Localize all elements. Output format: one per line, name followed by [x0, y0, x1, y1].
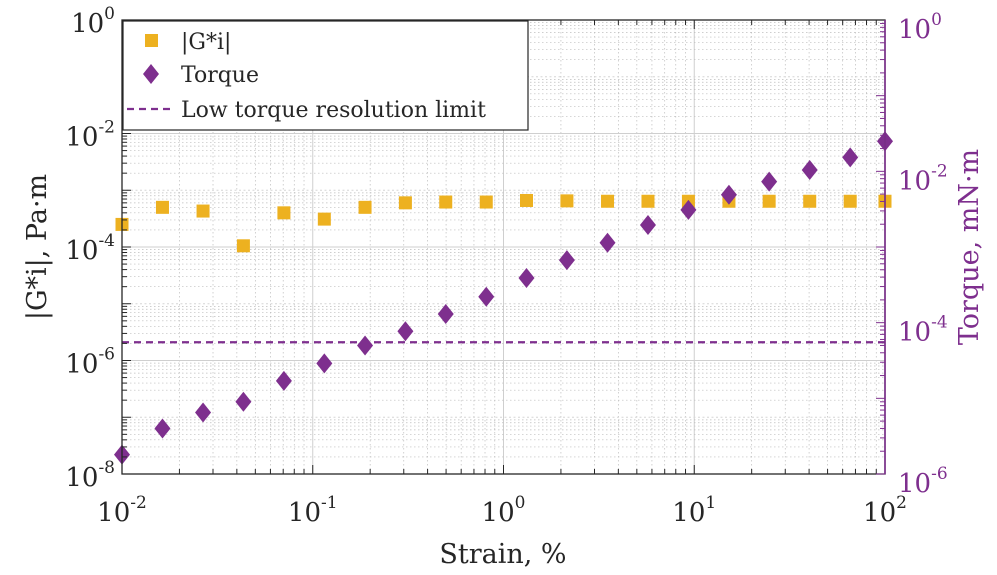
- legend-box: [122, 20, 529, 131]
- torque-point: [478, 286, 495, 307]
- x-tick-label: 102: [863, 493, 907, 528]
- legend-label: Low torque resolution limit: [181, 98, 486, 123]
- torque-point: [842, 147, 859, 168]
- y-left-tick-label: 10-2: [65, 118, 115, 153]
- torque-point: [357, 335, 374, 356]
- gi-point: [803, 194, 817, 208]
- gi-point: [398, 196, 412, 210]
- x-tick-label: 101: [672, 493, 716, 528]
- torque-point: [154, 418, 171, 439]
- torque-point: [316, 353, 333, 374]
- torque-point: [801, 160, 818, 181]
- gi-point: [317, 212, 331, 226]
- torque-point: [275, 370, 292, 391]
- gi-point: [277, 206, 291, 220]
- legend: |G*i| Torque Low torque resolution limit: [122, 20, 529, 131]
- gi-point: [843, 194, 857, 208]
- legend-torque-marker: [143, 64, 159, 84]
- torque-point: [558, 250, 575, 271]
- gi-point: [560, 194, 574, 208]
- y-right-tick-label: 10-4: [898, 313, 948, 348]
- x-tick-label: 10-1: [288, 493, 338, 528]
- torque-point: [518, 267, 535, 288]
- gi-point: [236, 239, 250, 253]
- torque-point: [437, 304, 454, 325]
- gi-point: [155, 200, 169, 214]
- gi-point: [479, 195, 493, 209]
- y-right-tick-label: 10-6: [898, 464, 948, 499]
- torque-point: [235, 391, 252, 412]
- y-axis-right-title: Torque, mN·m: [954, 149, 985, 345]
- legend-label: |G*i|: [181, 30, 231, 55]
- y-left-tick-label: 10-4: [65, 231, 115, 266]
- torque-point: [761, 171, 778, 192]
- torque-point: [599, 232, 616, 253]
- torque-point: [720, 184, 737, 205]
- gi-point: [439, 195, 453, 209]
- legend-gi-marker: [145, 34, 158, 47]
- gi-point: [601, 194, 615, 208]
- y-left-tick-label: 10-6: [65, 345, 115, 380]
- gi-point: [641, 194, 655, 208]
- data-marks: [114, 131, 893, 465]
- torque-point: [397, 321, 414, 342]
- y-left-tick-label: 100: [71, 4, 115, 39]
- y-axis-left-title: |G*i|, Pa·m: [22, 174, 53, 320]
- y-left-tick-label: 10-8: [65, 458, 115, 493]
- torque-point: [680, 199, 697, 220]
- gi-point: [762, 194, 776, 208]
- gi-point: [519, 193, 533, 207]
- gi-point: [358, 200, 372, 214]
- legend-label: Torque: [181, 63, 259, 88]
- x-tick-label: 10-2: [97, 493, 147, 528]
- x-axis-title: Strain, %: [439, 539, 566, 570]
- y-right-tick-label: 10-2: [898, 161, 948, 196]
- gi-point: [196, 204, 210, 218]
- x-tick-label: 100: [482, 493, 526, 528]
- torque-point: [639, 215, 656, 236]
- y-right-tick-label: 100: [898, 10, 942, 45]
- torque-point: [195, 402, 212, 423]
